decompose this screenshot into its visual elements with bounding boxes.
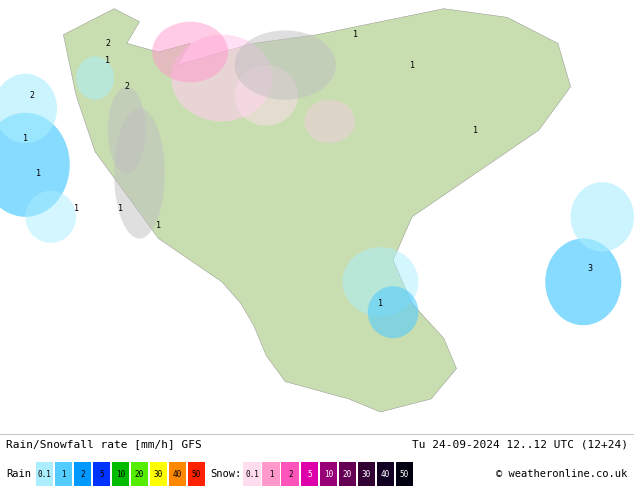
Text: Snow:: Snow:	[210, 469, 242, 479]
Text: 50: 50	[400, 470, 409, 479]
Ellipse shape	[171, 35, 273, 122]
Text: 1: 1	[410, 61, 415, 70]
Bar	[112, 463, 129, 486]
Bar	[358, 463, 375, 486]
Text: 40: 40	[173, 470, 182, 479]
Bar	[150, 463, 167, 486]
Text: 1: 1	[118, 204, 123, 213]
Text: 1: 1	[269, 470, 274, 479]
Text: 1: 1	[105, 56, 110, 65]
Text: 2: 2	[29, 91, 34, 100]
Text: 1: 1	[353, 30, 358, 39]
Text: Rain: Rain	[6, 469, 31, 479]
Bar	[396, 463, 413, 486]
Bar	[281, 463, 299, 486]
Ellipse shape	[545, 239, 621, 325]
Bar	[188, 463, 205, 486]
Text: 2: 2	[288, 470, 293, 479]
Ellipse shape	[76, 56, 114, 100]
Ellipse shape	[235, 65, 298, 126]
Bar	[93, 463, 110, 486]
Ellipse shape	[368, 286, 418, 338]
Text: Tu 24-09-2024 12..12 UTC (12+24): Tu 24-09-2024 12..12 UTC (12+24)	[411, 439, 628, 449]
Text: 0.1: 0.1	[245, 470, 259, 479]
Text: 10: 10	[116, 470, 125, 479]
Text: 1: 1	[156, 221, 161, 230]
Bar	[301, 463, 318, 486]
Text: 1: 1	[378, 299, 383, 308]
Text: 2: 2	[105, 39, 110, 48]
Text: 50: 50	[192, 470, 201, 479]
Ellipse shape	[0, 113, 70, 217]
Ellipse shape	[571, 182, 634, 251]
Bar	[377, 463, 394, 486]
Bar	[55, 463, 72, 486]
Text: 0.1: 0.1	[37, 470, 51, 479]
Text: 5: 5	[307, 470, 312, 479]
Bar	[36, 463, 53, 486]
Text: 2: 2	[124, 82, 129, 91]
Ellipse shape	[342, 247, 418, 317]
Polygon shape	[63, 9, 571, 412]
Text: 30: 30	[362, 470, 371, 479]
Text: 40: 40	[381, 470, 390, 479]
Bar	[131, 463, 148, 486]
Bar	[320, 463, 337, 486]
Ellipse shape	[108, 87, 146, 173]
Text: 1: 1	[36, 169, 41, 178]
Text: © weatheronline.co.uk: © weatheronline.co.uk	[496, 469, 628, 479]
Bar	[339, 463, 356, 486]
Text: 3: 3	[587, 265, 592, 273]
Text: 2: 2	[80, 470, 85, 479]
Bar	[243, 463, 261, 486]
Text: 1: 1	[74, 204, 79, 213]
Text: 20: 20	[135, 470, 144, 479]
Bar	[262, 463, 280, 486]
Text: 1: 1	[61, 470, 66, 479]
Text: Rain/Snowfall rate [mm/h] GFS: Rain/Snowfall rate [mm/h] GFS	[6, 439, 202, 449]
Bar	[169, 463, 186, 486]
Text: 20: 20	[343, 470, 352, 479]
Text: 30: 30	[154, 470, 163, 479]
Text: 5: 5	[99, 470, 104, 479]
Ellipse shape	[25, 191, 76, 243]
Ellipse shape	[304, 100, 355, 143]
Text: 1: 1	[473, 125, 478, 135]
Ellipse shape	[152, 22, 228, 82]
Ellipse shape	[0, 74, 57, 143]
Ellipse shape	[114, 108, 165, 239]
Text: 10: 10	[324, 470, 333, 479]
Bar	[74, 463, 91, 486]
Ellipse shape	[235, 30, 336, 100]
Text: 1: 1	[23, 134, 28, 143]
